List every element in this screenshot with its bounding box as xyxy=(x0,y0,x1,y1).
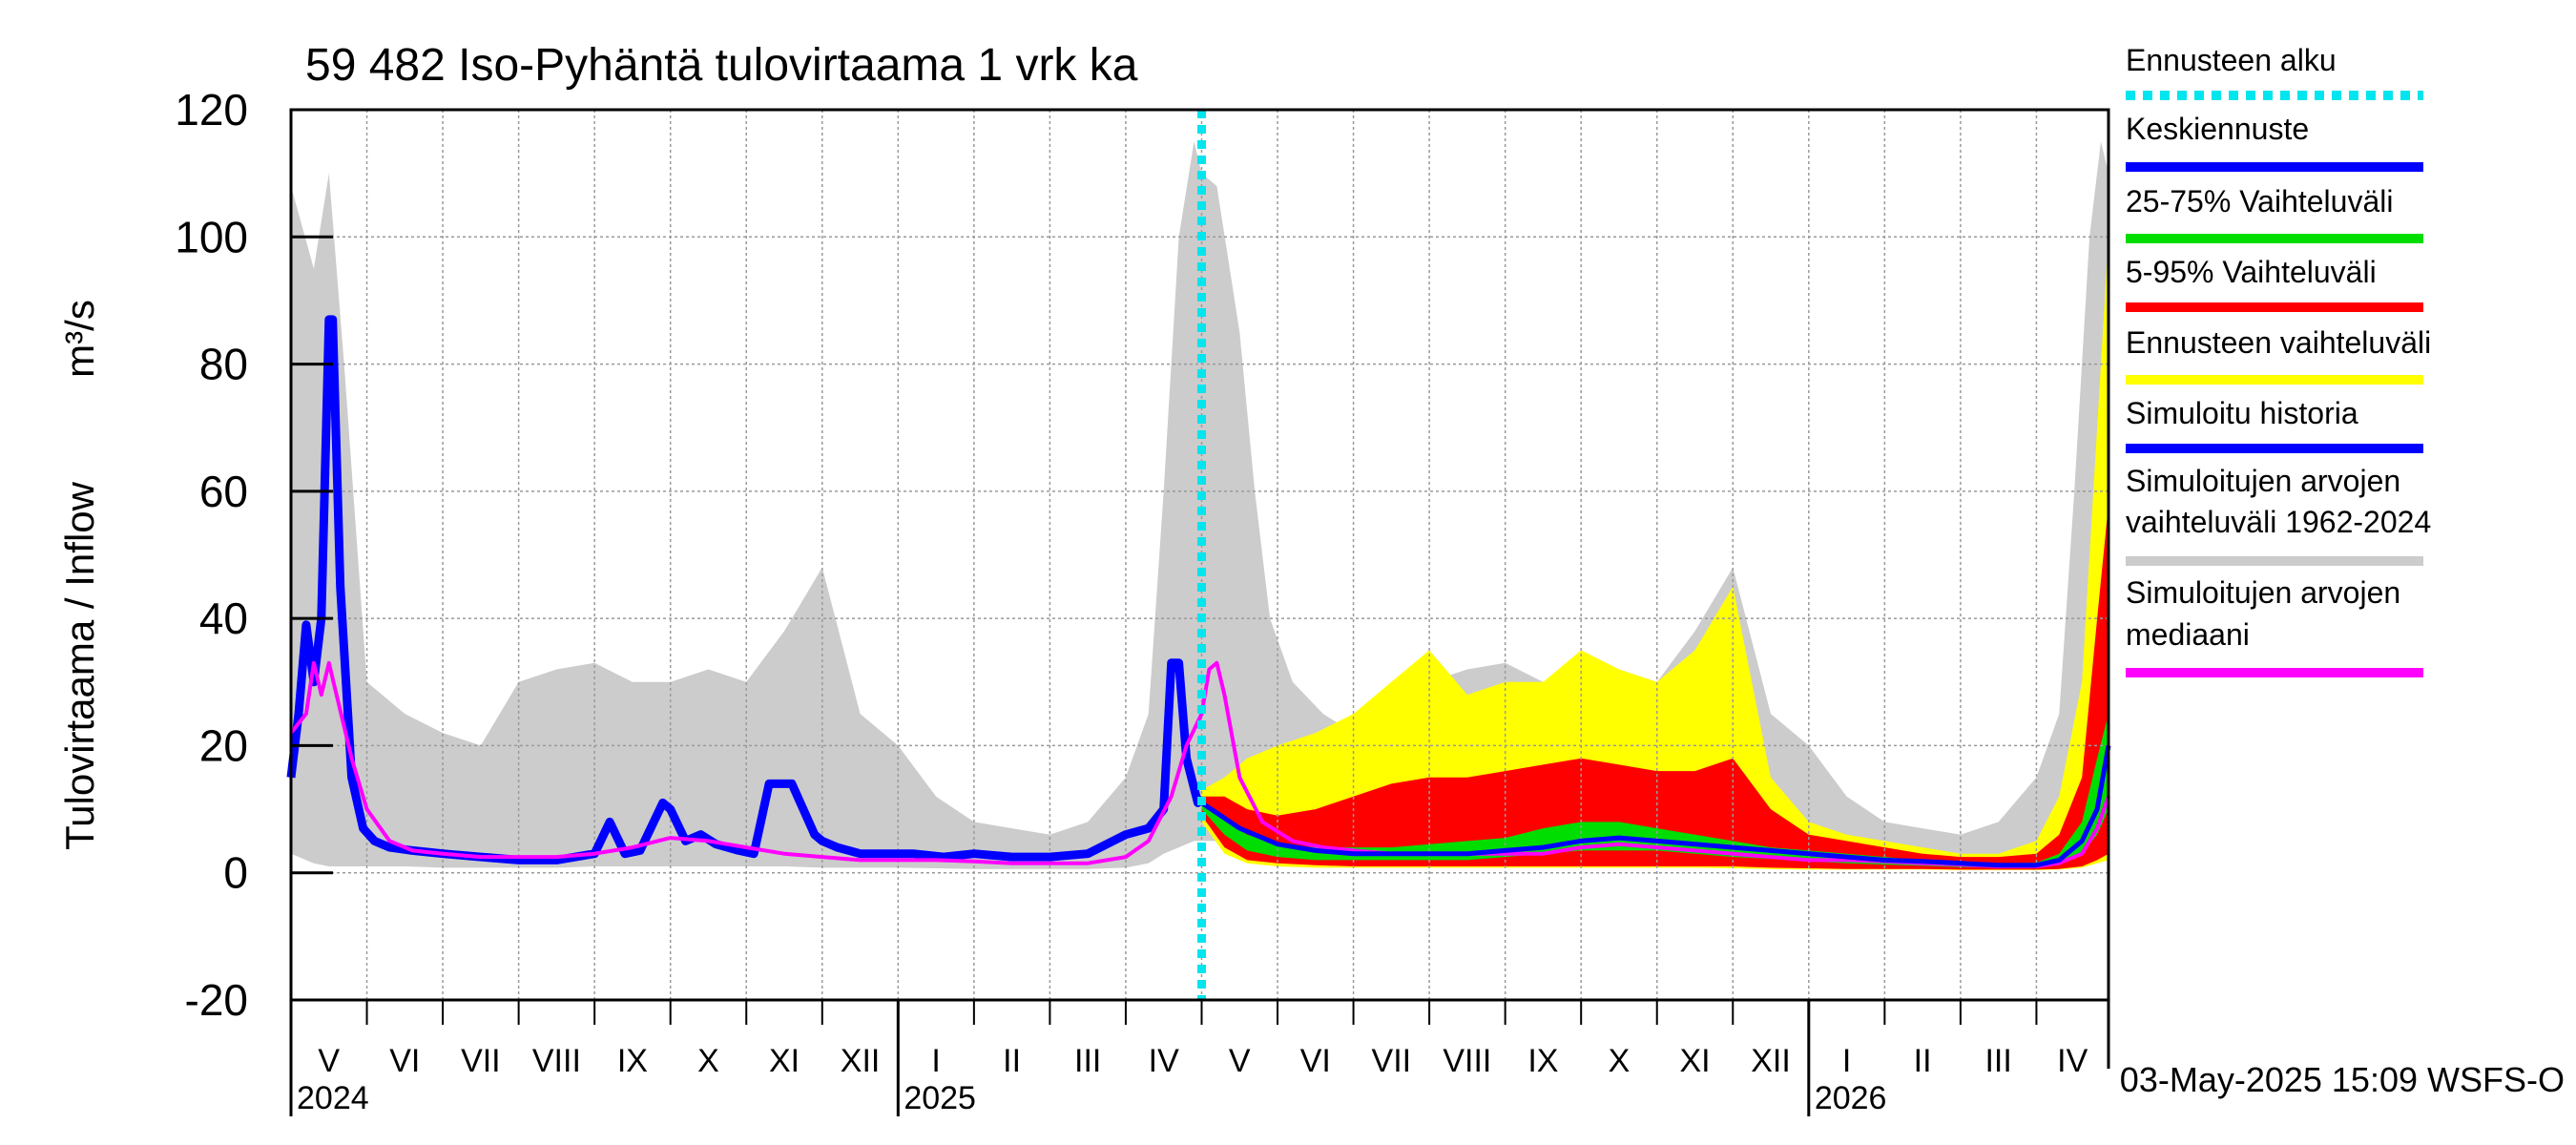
x-month-label: XII xyxy=(841,1043,881,1079)
x-month-label: V xyxy=(1229,1043,1251,1079)
x-month-label: VII xyxy=(1372,1043,1412,1079)
y-tick-label: 40 xyxy=(199,593,248,643)
x-month-label: VIII xyxy=(532,1043,581,1079)
x-month-label: IV xyxy=(2057,1043,2088,1079)
x-month-label: II xyxy=(1914,1043,1932,1079)
legend-label-line: Ennusteen alku xyxy=(2126,43,2337,77)
x-month-label: XI xyxy=(1679,1043,1710,1079)
legend-label-simuloitujen-arvojen-vaihteluv-li-1962-2024: Simuloitujen arvojen vaihteluväli 1962-20… xyxy=(2126,464,2431,539)
legend-label-ennusteen-vaihteluv-li: Ennusteen vaihteluväli xyxy=(2126,325,2431,360)
x-month-label: IX xyxy=(617,1043,648,1079)
legend-label-simuloitujen-arvojen-mediaani: Simuloitujen arvojen mediaani xyxy=(2126,575,2400,652)
y-tick-label: 80 xyxy=(199,340,248,389)
x-month-label: X xyxy=(697,1043,719,1079)
series-keskiennuste xyxy=(1200,744,2111,868)
legend-label-line: Simuloitujen arvojen xyxy=(2126,464,2400,498)
band-layer xyxy=(291,141,2109,871)
legend-label-ennusteen-alku: Ennusteen alku xyxy=(2126,43,2337,77)
plot-frame xyxy=(289,108,2110,1002)
x-month-label: I xyxy=(1842,1043,1851,1079)
year-label: 2026 xyxy=(1815,1080,1887,1116)
y-tick-label: -20 xyxy=(185,975,248,1025)
series-layer xyxy=(286,110,2111,1000)
y-tick-label: 60 xyxy=(199,467,248,516)
y-tick-label: 0 xyxy=(223,848,248,898)
series-simuloitu-historia xyxy=(286,315,1206,864)
x-month-label: VI xyxy=(1300,1043,1331,1079)
legend-label-line: Simuloitu historia xyxy=(2126,396,2358,430)
band-5-95-vaihteluv-li xyxy=(1201,504,2109,870)
chart-title: 59 482 Iso-Pyhäntä tulovirtaama 1 vrk ka xyxy=(305,40,1138,91)
x-month-label: X xyxy=(1609,1043,1631,1079)
x-month-label: VIII xyxy=(1443,1043,1491,1079)
y-tick-label: 100 xyxy=(175,212,248,261)
y-tick-label: 20 xyxy=(199,720,248,770)
x-month-label: XI xyxy=(769,1043,800,1079)
legend-label-line: vaihteluväli 1962-2024 xyxy=(2126,505,2431,539)
series-simuloitujen-arvojen-mediaani xyxy=(289,660,2110,868)
legend: Ennusteen alku Keskiennuste 25-75% Vaihtel… xyxy=(2126,43,2431,677)
band-ennusteen-vaihteluv-li xyxy=(1201,237,2109,871)
x-month-label: III xyxy=(1984,1043,2011,1079)
y-axis-label: Tulovirtaama / Inflow xyxy=(57,481,102,850)
x-month-label: IV xyxy=(1149,1043,1179,1079)
legend-label-line: 25-75% Vaihteluväli xyxy=(2126,184,2393,219)
legend-label-25-75-vaihteluv-li: 25-75% Vaihteluväli xyxy=(2126,184,2393,219)
x-month-label: I xyxy=(931,1043,940,1079)
x-month-label: II xyxy=(1003,1043,1021,1079)
year-label: 2024 xyxy=(297,1080,369,1116)
band-25-75-vaihteluv-li xyxy=(1201,714,2109,868)
x-month-label: VI xyxy=(389,1043,420,1079)
y-axis-unit: m³/s xyxy=(57,300,102,378)
legend-label-5-95-vaihteluv-li: 5-95% Vaihteluväli xyxy=(2126,255,2377,289)
footer-timestamp: 03-May-2025 15:09 WSFS-O xyxy=(2120,1060,2565,1099)
legend-label-simuloitu-historia: Simuloitu historia xyxy=(2126,396,2358,430)
legend-label-line: 5-95% Vaihteluväli xyxy=(2126,255,2377,289)
x-month-label: IX xyxy=(1527,1043,1558,1079)
year-label: 2025 xyxy=(904,1080,976,1116)
x-month-label: V xyxy=(318,1043,340,1079)
x-month-label: III xyxy=(1074,1043,1101,1079)
legend-label-line: mediaani xyxy=(2126,617,2250,652)
x-month-label: XII xyxy=(1751,1043,1791,1079)
y-tick-label: 120 xyxy=(175,85,248,135)
x-month-label: VII xyxy=(461,1043,501,1079)
legend-label-keskiennuste: Keskiennuste xyxy=(2126,112,2309,146)
legend-label-line: Simuloitujen arvojen xyxy=(2126,575,2400,610)
legend-label-line: Ennusteen vaihteluväli xyxy=(2126,325,2431,360)
legend-label-line: Keskiennuste xyxy=(2126,112,2309,146)
